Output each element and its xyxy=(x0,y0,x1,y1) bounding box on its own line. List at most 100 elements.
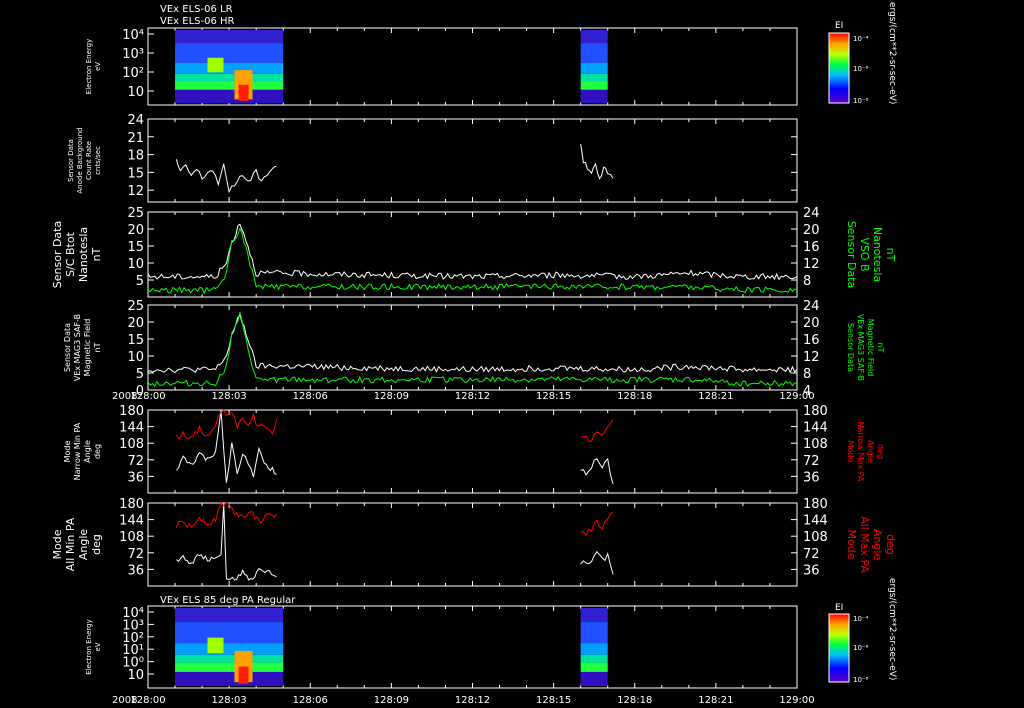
colorbar-bottom: EI 10⁻⁴ 10⁻⁶ 10⁻⁸ ergs/(cm**2-sr-sec-eV) xyxy=(828,578,897,684)
series-line-white xyxy=(176,502,277,581)
y-tick-label-right: 12 xyxy=(803,350,820,365)
y-tick-label: 180 xyxy=(119,404,144,419)
time-tick-label: 128:15 xyxy=(536,391,571,402)
y-tick-label: 108 xyxy=(119,530,144,545)
series-line-red xyxy=(580,511,614,537)
y-tick-label: 25 xyxy=(127,299,144,314)
series-line-white xyxy=(580,550,614,575)
y-tick-label: 15 xyxy=(127,166,144,181)
spectrogram-hotspot xyxy=(207,57,224,73)
y-axis-right-label: Sensor Data xyxy=(846,323,855,372)
spectrogram-window xyxy=(175,608,284,686)
series-line-white xyxy=(147,313,798,374)
year-label-bottom: 2008 xyxy=(112,695,137,706)
colorbar-bottom-tick-3: 10⁻⁸ xyxy=(853,676,869,684)
spectrogram-band xyxy=(580,654,608,663)
spectrogram-band xyxy=(175,81,284,90)
y-axis-right-label: Sensor Data xyxy=(845,221,858,288)
colorbar-top-unit: ergs/(cm**2-sr-sec-eV) xyxy=(887,2,897,104)
y-tick-label-right: 8 xyxy=(803,274,811,289)
colorbar-top-tick-3: 10⁻⁸ xyxy=(853,97,869,105)
series-line-red xyxy=(175,501,277,529)
time-tick-label: 128:12 xyxy=(455,391,490,402)
y-axis-label: Electron Energy xyxy=(85,39,93,94)
time-tick-label: 128:15 xyxy=(536,695,571,706)
spectrogram-band xyxy=(175,43,284,63)
panel-frame xyxy=(147,211,798,298)
time-tick-label: 128:09 xyxy=(374,695,409,706)
colorbar-bottom-tick-1: 10⁻⁴ xyxy=(853,615,869,623)
y-tick-label-right: 20 xyxy=(803,223,820,238)
y-axis-right-label: Angle xyxy=(866,440,875,463)
y-axis-label: nT xyxy=(90,247,103,261)
y-tick-label: 12 xyxy=(127,184,144,199)
spectrogram-window xyxy=(175,30,284,103)
y-axis-label: Angle xyxy=(77,529,90,561)
series-line-white xyxy=(175,159,277,194)
header-line-2: VEx ELS-06 HR xyxy=(160,16,235,27)
series-line-green xyxy=(147,312,798,387)
y-axis-right-label: All Max PA xyxy=(858,516,871,573)
y-axis-label: eV xyxy=(94,642,102,651)
time-tick-label: 129:00 xyxy=(779,391,814,402)
time-tick-label: 129:00 xyxy=(779,695,814,706)
y-axis-right-label: VEx MAG3 SAF-B xyxy=(856,314,865,381)
spectrogram-band xyxy=(175,608,284,623)
y-tick-label-right: 8 xyxy=(803,367,811,382)
y-tick-label: 15 xyxy=(127,240,144,255)
header-line-1: VEx ELS-06 LR xyxy=(160,4,233,15)
colorbar-bottom-gradient xyxy=(828,613,850,683)
y-tick-label: 144 xyxy=(119,421,144,436)
y-tick-label: 10³ xyxy=(122,618,144,633)
y-tick-label-right: 36 xyxy=(803,563,820,578)
bottom-panel-title: VEx ELS 85 deg PA Regular xyxy=(160,595,296,606)
y-tick-label: 25 xyxy=(127,206,144,221)
year-label-middle: 2008 xyxy=(112,391,137,402)
y-axis-right-label: deg xyxy=(884,534,897,555)
y-tick-label: 10 xyxy=(127,350,144,365)
spectrogram-band xyxy=(580,662,608,672)
spectrogram-band xyxy=(175,671,284,686)
spectrogram-band xyxy=(580,608,608,623)
panel-vex-mag: Sensor Data VEx MAG3 SAF-B Magnetic Field n… xyxy=(63,299,885,399)
series-line-green xyxy=(147,227,798,295)
y-tick-label-right: 12 xyxy=(803,257,820,272)
y-tick-label: 10² xyxy=(122,66,144,81)
y-tick-label-right: 24 xyxy=(803,206,820,221)
y-tick-label: 10² xyxy=(122,631,144,646)
y-tick-label-right: 36 xyxy=(803,470,820,485)
y-tick-label-right: 72 xyxy=(803,547,820,562)
y-axis-right-label: VSO B xyxy=(858,237,871,271)
time-tick-label: 128:12 xyxy=(455,695,490,706)
y-axis-label: Narrow Min PA xyxy=(73,422,82,480)
time-tick-label: 128:03 xyxy=(212,695,247,706)
spectrogram-band xyxy=(175,643,284,655)
y-tick-label: 108 xyxy=(119,437,144,452)
y-axis-label: Sensor Data xyxy=(63,323,72,372)
y-tick-label: 36 xyxy=(127,563,144,578)
y-axis-label: deg xyxy=(93,444,102,459)
colorbar-top-tick-1: 10⁻⁴ xyxy=(853,35,869,43)
y-axis-label: Electron Energy xyxy=(85,619,93,674)
y-tick-label: 144 xyxy=(119,514,144,529)
y-tick-label-right: 16 xyxy=(803,333,820,348)
y-tick-label-right: 20 xyxy=(803,316,820,331)
y-tick-label: 36 xyxy=(127,470,144,485)
y-axis-label: Mode xyxy=(51,529,64,559)
time-tick-label: 128:18 xyxy=(617,695,652,706)
colorbar-top-gradient xyxy=(828,32,850,104)
series-line-red xyxy=(175,409,277,440)
colorbar-top-label: EI xyxy=(835,21,843,31)
y-tick-label: 5 xyxy=(136,274,144,289)
time-tick-label: 128:00 xyxy=(130,391,165,402)
spectrogram-band xyxy=(175,622,284,644)
colorbar-bottom-label: EI xyxy=(835,603,843,613)
time-tick-label: 128:06 xyxy=(293,695,328,706)
y-tick-label-right: 144 xyxy=(803,421,828,436)
y-tick-label-right: 72 xyxy=(803,454,820,469)
panel-sc-bmag: Sensor Data S/C Btot Nanotesla nT Sensor Dat… xyxy=(51,206,897,298)
y-tick-label: 10 xyxy=(127,257,144,272)
panel-frame xyxy=(147,502,798,587)
y-tick-label: 24 xyxy=(127,113,144,128)
